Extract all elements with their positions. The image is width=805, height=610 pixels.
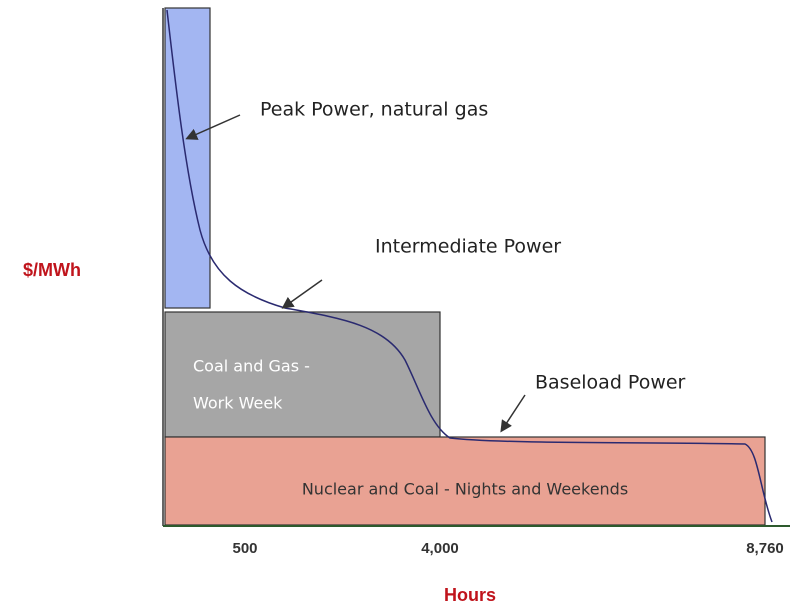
annotation: Intermediate Power — [375, 236, 561, 258]
intermediate-block — [164, 311, 441, 438]
annotation: Baseload Power — [535, 372, 686, 394]
block-label: Work Week — [193, 394, 283, 413]
block-label: Nuclear and Coal - Nights and Weekends — [302, 480, 628, 499]
baseload-block — [164, 436, 766, 526]
x-tick-label: 8,760 — [746, 540, 784, 557]
x-axis-label: Hours — [444, 585, 496, 605]
arrow — [185, 114, 241, 140]
load-curve — [166, 9, 773, 523]
block-label: Coal and Gas - — [193, 357, 310, 376]
annotation: Peak Power, natural gas — [260, 99, 488, 121]
x-tick-label: 4,000 — [421, 540, 459, 557]
x-tick-label: 500 — [232, 540, 257, 557]
y-axis-label: $/MWh — [23, 260, 81, 280]
arrow — [500, 394, 526, 433]
arrow — [281, 279, 323, 309]
